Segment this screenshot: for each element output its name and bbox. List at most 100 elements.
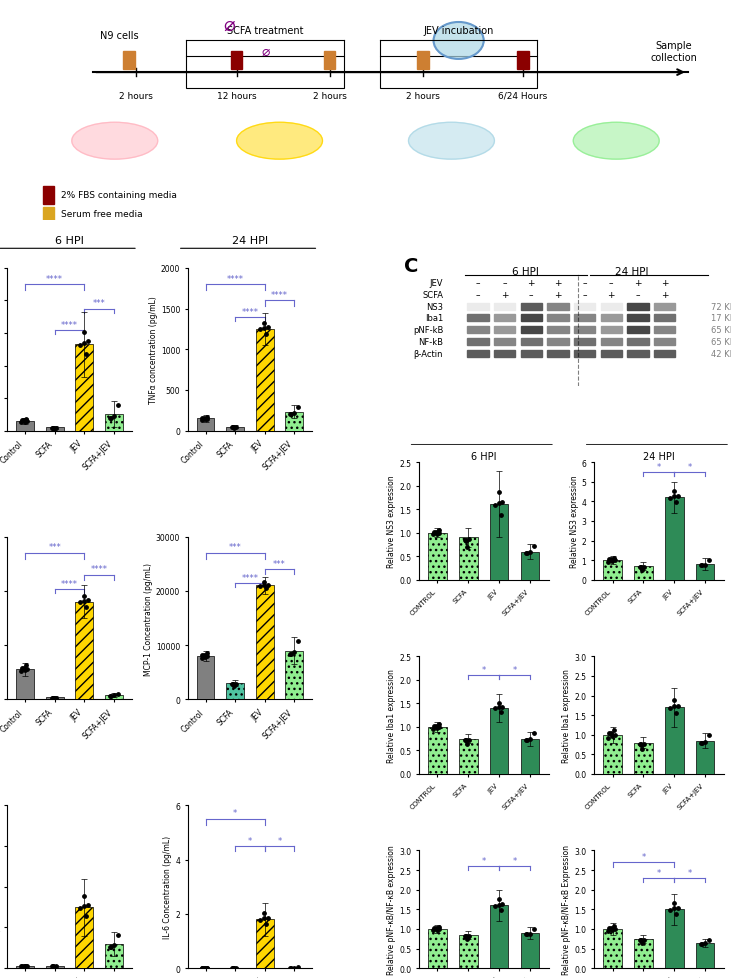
Point: [495, 705, 507, 721]
Point: [433, 717, 444, 733]
Text: Sample
collection: Sample collection: [650, 41, 697, 63]
Point: [463, 733, 475, 748]
Point: [74, 337, 86, 353]
Bar: [520, 338, 542, 345]
Point: [284, 960, 296, 976]
Bar: [494, 303, 515, 310]
Point: [428, 721, 439, 736]
Point: [602, 923, 614, 939]
Bar: [16, 669, 34, 699]
Text: –: –: [609, 279, 613, 288]
Point: [227, 960, 239, 976]
Bar: [627, 303, 648, 310]
Text: *: *: [278, 836, 281, 845]
Point: [670, 495, 682, 511]
Bar: [286, 413, 303, 431]
Bar: [520, 327, 542, 333]
Text: ⌀: ⌀: [224, 16, 235, 35]
Point: [198, 959, 210, 975]
Point: [200, 960, 211, 976]
Point: [47, 958, 58, 974]
Point: [608, 918, 620, 934]
Bar: [105, 944, 123, 968]
Text: NF-kB: NF-kB: [418, 337, 443, 346]
Point: [230, 960, 242, 976]
Point: [700, 557, 711, 573]
Point: [284, 646, 296, 662]
Text: +: +: [661, 279, 668, 288]
Point: [639, 932, 651, 948]
Bar: [601, 303, 622, 310]
Ellipse shape: [409, 123, 494, 160]
Point: [196, 413, 208, 428]
Point: [80, 909, 92, 924]
Text: JEV incubation: JEV incubation: [423, 26, 494, 36]
Point: [636, 932, 648, 948]
Point: [108, 409, 120, 424]
Point: [18, 958, 29, 974]
Point: [21, 662, 33, 678]
Point: [528, 726, 539, 741]
Text: 17 KDa: 17 KDa: [711, 314, 731, 323]
Point: [259, 906, 270, 921]
Bar: [634, 743, 653, 775]
Bar: [654, 303, 675, 310]
Bar: [286, 651, 303, 699]
Point: [112, 686, 124, 701]
Point: [463, 532, 475, 548]
Point: [603, 552, 615, 567]
Point: [16, 413, 28, 428]
Point: [227, 420, 239, 435]
Point: [461, 928, 472, 944]
Point: [104, 939, 115, 955]
Point: [695, 734, 707, 750]
Point: [431, 526, 443, 542]
Bar: [601, 327, 622, 333]
Point: [528, 920, 539, 936]
Point: [430, 719, 442, 734]
Point: [19, 958, 31, 974]
Point: [664, 490, 675, 506]
Text: ****: ****: [241, 307, 259, 316]
Point: [197, 647, 208, 663]
Point: [489, 700, 501, 716]
Point: [82, 593, 94, 608]
Point: [197, 959, 208, 975]
Bar: [467, 350, 488, 357]
Bar: [574, 327, 595, 333]
Bar: [124, 52, 135, 70]
Point: [459, 928, 471, 944]
Point: [230, 676, 242, 691]
Bar: [226, 427, 244, 431]
Point: [605, 552, 617, 567]
Bar: [467, 315, 488, 322]
Text: ****: ****: [61, 321, 78, 330]
Point: [664, 700, 675, 716]
Point: [78, 325, 90, 340]
Bar: [467, 303, 488, 310]
Point: [428, 920, 440, 936]
Point: [228, 679, 240, 694]
Point: [605, 920, 617, 936]
Point: [695, 936, 707, 952]
Point: [50, 958, 61, 974]
Point: [459, 532, 471, 548]
Bar: [197, 656, 214, 699]
Point: [196, 650, 208, 666]
Point: [461, 540, 473, 556]
Point: [200, 649, 211, 665]
Point: [259, 578, 270, 594]
Point: [463, 928, 475, 944]
Bar: [574, 338, 595, 345]
Point: [201, 410, 213, 425]
Point: [461, 928, 472, 944]
Text: *: *: [248, 836, 252, 845]
Point: [50, 421, 61, 436]
Point: [520, 733, 532, 748]
Bar: [490, 708, 509, 775]
Point: [603, 726, 615, 741]
Bar: [603, 929, 622, 968]
Point: [608, 723, 620, 738]
Point: [227, 677, 239, 692]
Bar: [417, 52, 428, 70]
